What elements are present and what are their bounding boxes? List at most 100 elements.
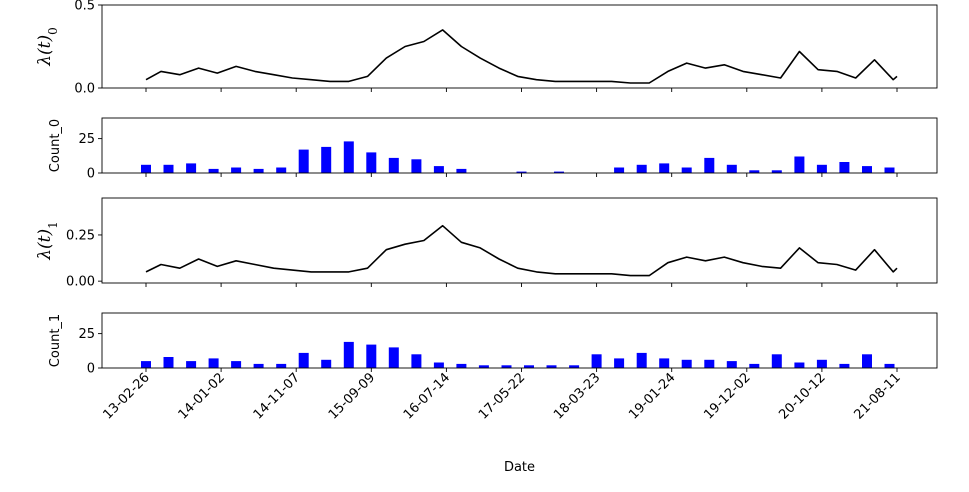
- bar-1-26: [771, 170, 782, 174]
- bar-1-27: [794, 156, 805, 173]
- bar-3-23: [659, 358, 670, 368]
- bar-3-2: [186, 361, 197, 368]
- x-tick-label-10: 21-08-11: [851, 370, 903, 422]
- bar-1-5: [253, 168, 264, 173]
- bar-3-10: [366, 344, 377, 368]
- bar-3-20: [591, 354, 602, 369]
- bar-1-30: [862, 166, 872, 173]
- bar-3-6: [276, 363, 287, 368]
- y-axis-label-3: Count_1: [48, 314, 63, 367]
- bar-3-28: [771, 354, 782, 369]
- axes-frame-3: [101, 312, 938, 369]
- y-tick-label-3-0: 0: [87, 362, 95, 377]
- bar-1-19: [614, 167, 625, 173]
- bar-3-26: [726, 361, 737, 368]
- axes-frame-0: [101, 4, 938, 89]
- bar-1-28: [816, 164, 827, 174]
- y-axis-label-0: λ(t)0: [35, 27, 60, 67]
- axes-frame-2: [101, 197, 938, 284]
- bar-1-13: [433, 166, 444, 173]
- bar-3-9: [343, 341, 354, 368]
- bar-3-25: [704, 359, 715, 369]
- bar-3-4: [231, 361, 242, 368]
- bar-3-19: [569, 365, 580, 369]
- bar-1-7: [298, 149, 309, 173]
- bar-1-24: [726, 164, 737, 174]
- bar-1-14: [456, 168, 467, 173]
- bar-1-31: [884, 167, 895, 173]
- bar-1-0: [141, 164, 151, 174]
- bar-1-2: [186, 163, 197, 173]
- y-tick-label-3-1: 25: [78, 327, 95, 342]
- bar-3-27: [749, 363, 760, 368]
- axes-frame-1: [101, 117, 938, 174]
- bar-3-15: [478, 365, 489, 369]
- y-tick-label-2-1: 0.25: [66, 228, 95, 243]
- bar-3-31: [839, 363, 850, 368]
- bar-1-17: [554, 171, 564, 173]
- bar-3-11: [388, 347, 399, 368]
- bar-3-17: [524, 365, 534, 369]
- series-line-0: [145, 29, 898, 84]
- bar-3-0: [141, 361, 151, 368]
- bar-1-23: [704, 157, 715, 173]
- y-tick-label-0-1: 0.5: [74, 0, 95, 14]
- bar-3-12: [411, 354, 422, 369]
- y-tick-label-2-0: 0.00: [66, 275, 95, 290]
- bar-1-29: [839, 162, 850, 173]
- bar-1-20: [636, 164, 647, 174]
- bar-3-5: [253, 363, 264, 368]
- panels: 0.0 0.5 λ(t)0 0 25 Count_0 0.00 0.25 λ(t)1 0 25 Cou…: [35, 0, 938, 377]
- bar-3-16: [501, 365, 512, 369]
- bar-3-33: [884, 363, 895, 368]
- bar-3-3: [208, 358, 219, 368]
- bar-3-1: [163, 357, 174, 368]
- x-tick-label-6: 18-03-23: [551, 370, 603, 422]
- bar-3-8: [321, 359, 332, 369]
- bar-1-11: [388, 157, 399, 173]
- bar-1-4: [231, 167, 242, 173]
- bar-1-8: [321, 146, 332, 173]
- bar-3-32: [862, 354, 872, 369]
- bar-3-22: [636, 352, 647, 368]
- panel-0: 0.0 0.5 λ(t)0: [35, 0, 938, 97]
- panel-2: 0.00 0.25 λ(t)1: [35, 197, 938, 290]
- bar-1-10: [366, 152, 377, 173]
- bar-1-1: [163, 164, 174, 174]
- bar-1-22: [681, 167, 692, 173]
- panel-1: 0 25 Count_0: [48, 117, 938, 182]
- series-line-2: [145, 224, 898, 277]
- bar-3-14: [456, 363, 467, 368]
- x-tick-label-7: 19-01-24: [626, 370, 678, 422]
- x-tick-label-0: 13-02-26: [100, 370, 152, 422]
- bar-1-25: [749, 170, 760, 174]
- bar-3-30: [816, 359, 827, 369]
- y-tick-label-1-0: 0: [87, 167, 95, 182]
- y-axis-label-1: Count_0: [48, 119, 63, 172]
- bar-3-7: [298, 352, 309, 368]
- x-tick-label-9: 20-10-12: [776, 370, 828, 422]
- bar-3-29: [794, 362, 805, 368]
- x-tick-label-2: 14-11-07: [251, 370, 303, 422]
- x-tick-label-5: 17-05-22: [476, 370, 528, 422]
- bar-1-9: [343, 141, 354, 173]
- bar-1-16: [516, 171, 527, 173]
- bar-3-21: [614, 358, 625, 368]
- x-tick-label-1: 14-01-02: [176, 370, 228, 422]
- bar-3-18: [546, 365, 557, 369]
- panel-3: 0 25 Count_1: [48, 312, 938, 377]
- x-tick-label-4: 16-07-14: [401, 370, 453, 422]
- x-tick-label-8: 19-12-02: [701, 370, 753, 422]
- y-axis-label-2: λ(t)1: [35, 221, 60, 261]
- bar-1-21: [659, 163, 670, 173]
- bar-1-6: [276, 167, 287, 173]
- x-tick-label-3: 15-09-09: [326, 370, 378, 422]
- bar-1-3: [208, 168, 219, 173]
- x-axis-ticks: 13-02-26 14-01-02 14-11-07 15-09-09 16-07-14…: [100, 370, 903, 422]
- x-axis-label: Date: [504, 460, 535, 475]
- bar-3-13: [433, 362, 444, 368]
- y-tick-label-0-0: 0.0: [74, 82, 95, 97]
- bar-1-12: [411, 159, 422, 174]
- bar-3-24: [681, 359, 692, 369]
